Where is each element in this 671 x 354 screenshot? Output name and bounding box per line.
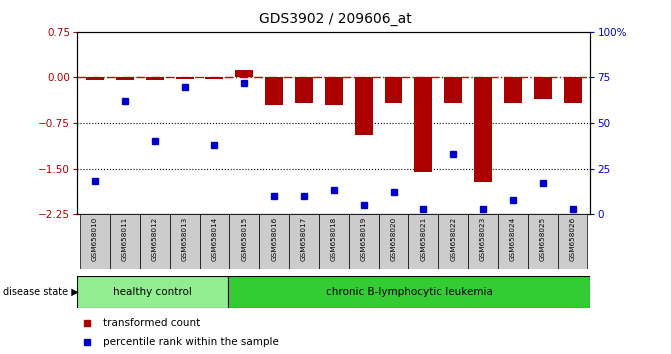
Bar bbox=[80, 214, 110, 269]
Bar bbox=[295, 78, 313, 103]
Text: GSM658018: GSM658018 bbox=[331, 217, 337, 261]
Text: GSM658026: GSM658026 bbox=[570, 217, 576, 261]
Bar bbox=[349, 214, 378, 269]
Text: transformed count: transformed count bbox=[103, 318, 200, 329]
Bar bbox=[325, 78, 343, 105]
Bar bbox=[236, 69, 253, 78]
Bar bbox=[146, 78, 164, 80]
FancyBboxPatch shape bbox=[228, 276, 590, 308]
Text: GSM658010: GSM658010 bbox=[92, 217, 98, 261]
Bar bbox=[468, 214, 498, 269]
Text: GSM658011: GSM658011 bbox=[122, 217, 128, 261]
FancyBboxPatch shape bbox=[77, 276, 228, 308]
Text: GSM658015: GSM658015 bbox=[242, 217, 248, 261]
Text: GSM658022: GSM658022 bbox=[450, 217, 456, 261]
Text: GSM658025: GSM658025 bbox=[539, 217, 546, 261]
Bar bbox=[205, 78, 223, 79]
Text: GSM658014: GSM658014 bbox=[211, 217, 217, 261]
Text: GSM658013: GSM658013 bbox=[182, 217, 188, 261]
Text: GSM658024: GSM658024 bbox=[510, 217, 516, 261]
Bar bbox=[528, 214, 558, 269]
Text: disease state ▶: disease state ▶ bbox=[3, 287, 79, 297]
Text: GSM658020: GSM658020 bbox=[391, 217, 397, 261]
Bar bbox=[199, 214, 229, 269]
Text: GSM658023: GSM658023 bbox=[480, 217, 486, 261]
Bar bbox=[498, 214, 528, 269]
Bar bbox=[564, 78, 582, 103]
Bar bbox=[438, 214, 468, 269]
Bar bbox=[415, 78, 432, 172]
Bar bbox=[289, 214, 319, 269]
Bar bbox=[409, 214, 438, 269]
Bar bbox=[116, 78, 134, 80]
Bar bbox=[504, 78, 522, 103]
Bar bbox=[355, 78, 372, 135]
Bar bbox=[140, 214, 170, 269]
Bar bbox=[176, 78, 193, 79]
Bar bbox=[378, 214, 409, 269]
Text: GSM658012: GSM658012 bbox=[152, 217, 158, 261]
Bar bbox=[86, 78, 104, 80]
Text: GSM658019: GSM658019 bbox=[361, 217, 366, 261]
Text: GSM658017: GSM658017 bbox=[301, 217, 307, 261]
Text: percentile rank within the sample: percentile rank within the sample bbox=[103, 337, 278, 347]
Bar bbox=[110, 214, 140, 269]
Text: GSM658021: GSM658021 bbox=[420, 217, 426, 261]
Bar bbox=[558, 214, 588, 269]
Bar bbox=[444, 78, 462, 103]
Bar bbox=[229, 214, 259, 269]
Text: chronic B-lymphocytic leukemia: chronic B-lymphocytic leukemia bbox=[326, 287, 493, 297]
Bar bbox=[319, 214, 349, 269]
Bar bbox=[265, 78, 283, 105]
Bar bbox=[170, 214, 199, 269]
Bar bbox=[259, 214, 289, 269]
Bar bbox=[533, 78, 552, 99]
Text: healthy control: healthy control bbox=[113, 287, 192, 297]
Text: GDS3902 / 209606_at: GDS3902 / 209606_at bbox=[259, 12, 412, 27]
Bar bbox=[384, 78, 403, 103]
Bar bbox=[474, 78, 492, 182]
Text: GSM658016: GSM658016 bbox=[271, 217, 277, 261]
